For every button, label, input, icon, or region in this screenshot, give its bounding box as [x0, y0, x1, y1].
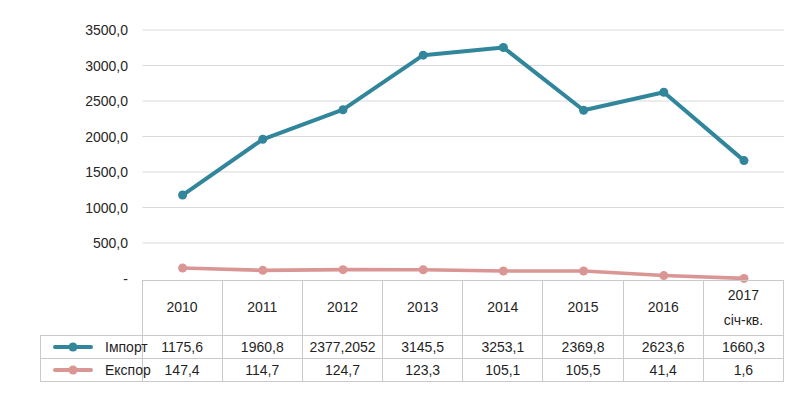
y-axis-tick-label: 3000,0	[40, 57, 128, 75]
data-point-marker	[419, 265, 428, 274]
data-point-marker	[178, 191, 187, 200]
table-value-cell: 3253,1	[463, 336, 543, 359]
table-corner-cell	[40, 280, 143, 336]
chart-figure: 3500,0 3000,0 2500,0 2000,0 1500,0 1000,0 500,…	[0, 0, 807, 407]
data-point-marker	[579, 267, 588, 276]
y-axis-tick-label: 2000,0	[40, 128, 128, 146]
data-point-marker	[258, 135, 267, 144]
column-header-label: 2011	[247, 295, 277, 320]
import-legend-marker-icon	[53, 345, 93, 349]
table-value-cell: 1175,6	[143, 336, 223, 359]
table-header-cell: 2017січ-кв.	[704, 280, 784, 336]
data-point-marker	[579, 106, 588, 115]
table-value-cell: 2369,8	[543, 336, 623, 359]
export-legend-marker-icon	[53, 368, 93, 372]
table-header-cell: 2010	[143, 280, 223, 336]
data-point-marker	[339, 105, 348, 114]
table-header-cell: 2016	[624, 280, 704, 336]
data-point-marker	[499, 43, 508, 52]
legend-item: Імпорт	[40, 336, 143, 359]
table-header-cell: 2014	[463, 280, 543, 336]
table-value-cell: 1,6	[704, 359, 784, 382]
data-point-marker	[419, 51, 428, 60]
data-point-marker	[339, 265, 348, 274]
table-value-cell: 2377,2052	[303, 336, 383, 359]
data-point-marker	[178, 264, 187, 273]
table-value-cell: 3145,5	[383, 336, 463, 359]
y-axis-tick-label: 1500,0	[40, 163, 128, 181]
y-axis-tick-label: 2500,0	[40, 92, 128, 110]
legend-item: Експор	[40, 359, 143, 382]
table-header-cell: 2011	[223, 280, 303, 336]
table-value-cell: 1960,8	[223, 336, 303, 359]
column-header-label: 2010	[167, 295, 198, 320]
table-value-cell: 2623,6	[624, 336, 704, 359]
data-point-marker	[740, 156, 749, 165]
table-header-cell: 2013	[383, 280, 463, 336]
legend-marker-dot-icon	[69, 342, 78, 351]
y-axis-tick-label: 500,0	[40, 234, 128, 252]
column-header-label: 2012	[327, 295, 358, 320]
data-table: 2010 2011 2012 2013 2014 2015 2016 2017січ-кв. І…	[40, 280, 784, 382]
column-header-label: 2015	[567, 295, 598, 320]
import-line	[183, 48, 744, 196]
y-axis-tick-label: 1000,0	[40, 199, 128, 217]
data-point-marker	[659, 88, 668, 97]
table-header-cell: 2015	[543, 280, 623, 336]
column-header-label: 2013	[407, 295, 438, 320]
legend-marker-dot-icon	[69, 365, 78, 374]
data-point-marker	[499, 267, 508, 276]
column-header-sublabel: січ-кв.	[724, 308, 764, 333]
table-value-cell: 123,3	[383, 359, 463, 382]
table-header-cell: 2012	[303, 280, 383, 336]
table-value-cell: 105,5	[543, 359, 623, 382]
table-value-cell: 147,4	[143, 359, 223, 382]
column-header-label: 2016	[648, 295, 679, 320]
y-axis-tick-label: 3500,0	[40, 21, 128, 39]
column-header-label: 2014	[487, 295, 518, 320]
table-value-cell: 1660,3	[704, 336, 784, 359]
table-value-cell: 124,7	[303, 359, 383, 382]
table-value-cell: 41,4	[624, 359, 704, 382]
table-value-cell: 114,7	[223, 359, 303, 382]
table-value-cell: 105,1	[463, 359, 543, 382]
legend-series-label: Імпорт	[105, 339, 148, 355]
data-point-marker	[258, 266, 267, 275]
column-header-label: 2017	[728, 283, 759, 308]
